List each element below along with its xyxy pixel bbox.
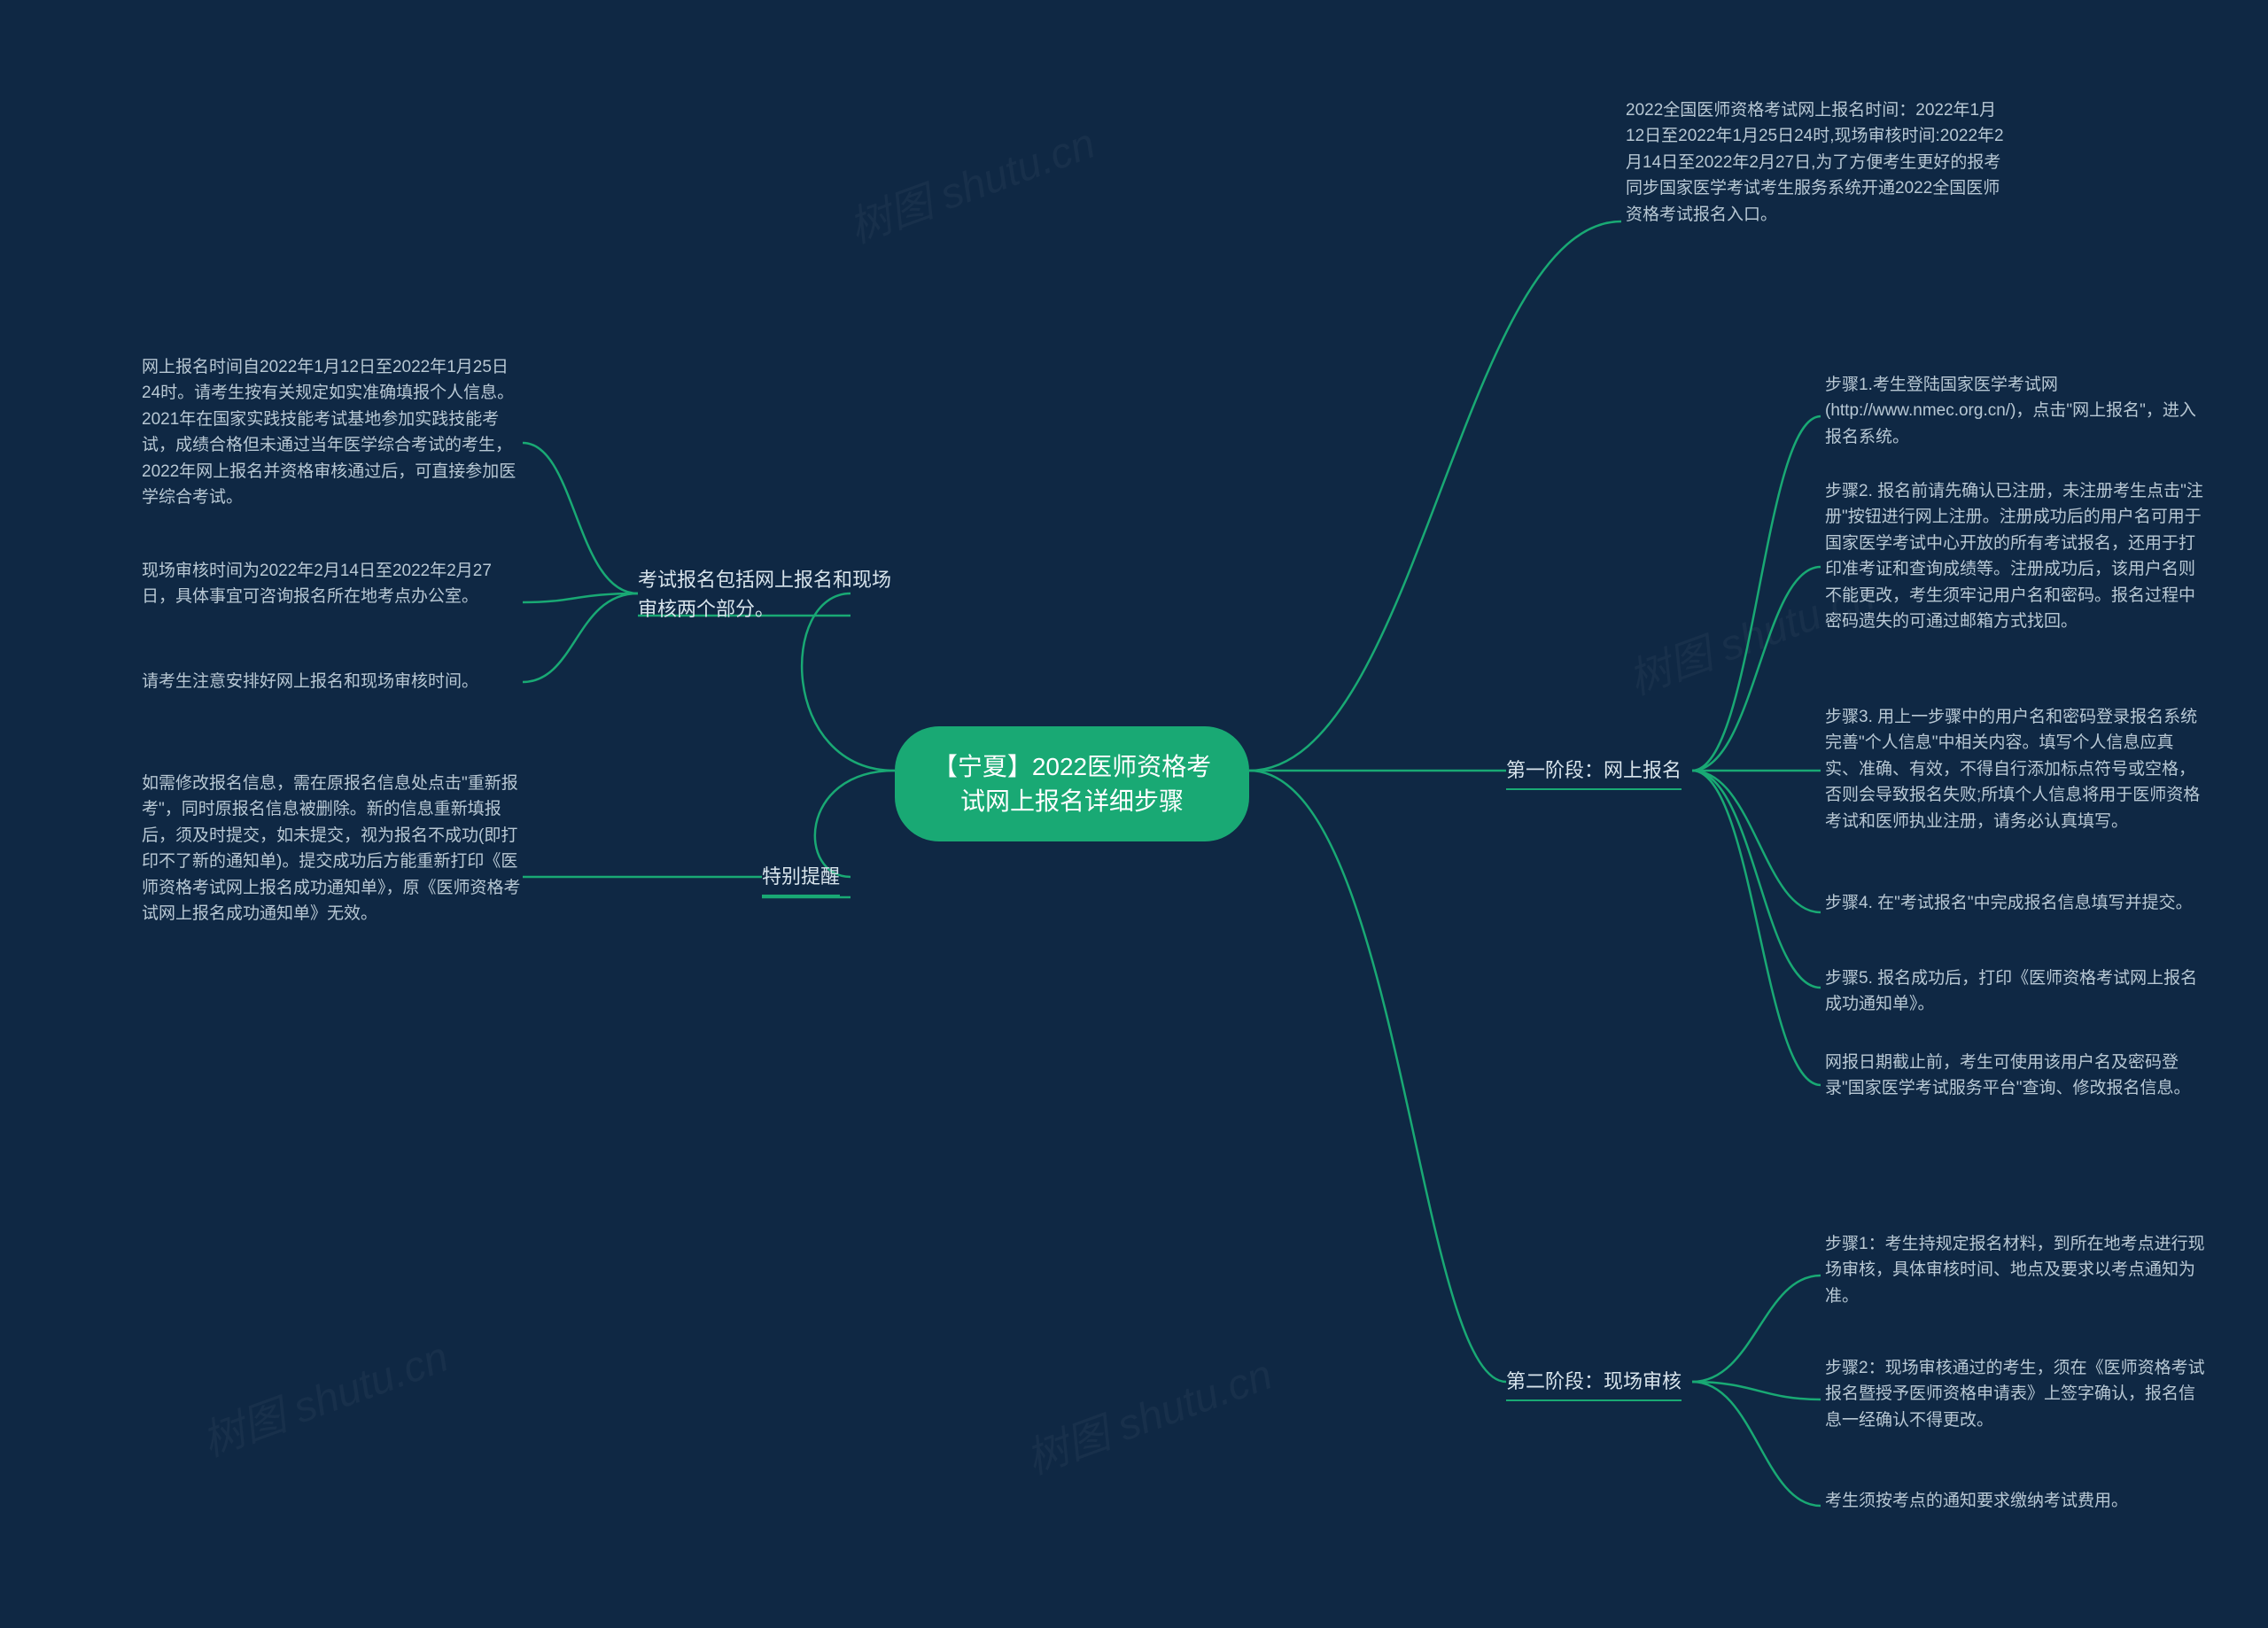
branch-phase2-label: 第二阶段：现场审核 xyxy=(1506,1367,1682,1401)
watermark: 树图 shutu.cn xyxy=(839,108,1102,254)
reminder-leaf: 如需修改报名信息，需在原报名信息处点击"重新报考"，同时原报名信息被删除。新的信… xyxy=(142,771,523,927)
phase1-step5: 步骤5. 报名成功后，打印《医师资格考试网上报名成功通知单》。 xyxy=(1825,965,2206,1018)
left0-leaf1: 现场审核时间为2022年2月14日至2022年2月27日，具体事宜可咨询报名所在… xyxy=(142,558,523,610)
center-title: 【宁夏】2022医师资格考试网上报名详细步骤 xyxy=(933,753,1211,815)
phase1-step4: 步骤4. 在"考试报名"中完成报名信息填写并提交。 xyxy=(1825,890,2206,916)
watermark: 树图 shutu.cn xyxy=(192,1322,455,1468)
phase1-step1: 步骤1.考生登陆国家医学考试网(http://www.nmec.org.cn/)… xyxy=(1825,372,2206,450)
branch-intro: 2022全国医师资格考试网上报名时间：2022年1月12日至2022年1月25日… xyxy=(1626,97,2007,228)
phase1-step3: 步骤3. 用上一步骤中的用户名和密码登录报名系统完善"个人信息"中相关内容。填写… xyxy=(1825,704,2206,834)
left0-leaf2: 请考生注意安排好网上报名和现场审核时间。 xyxy=(142,669,523,694)
branch-phase2: 第二阶段：现场审核 xyxy=(1506,1367,1682,1401)
phase1-step2: 步骤2. 报名前请先确认已注册，未注册考生点击"注册"按钮进行网上注册。注册成功… xyxy=(1825,478,2206,635)
branch-phase1: 第一阶段：网上报名 xyxy=(1506,756,1682,790)
phase2-step2: 步骤2：现场审核通过的考生，须在《医师资格考试报名暨授予医师资格申请表》上签字确… xyxy=(1825,1355,2206,1433)
phase1-note: 网报日期截止前，考生可使用该用户名及密码登录"国家医学考试服务平台"查询、修改报… xyxy=(1825,1050,2206,1102)
branch-phase1-label: 第一阶段：网上报名 xyxy=(1506,756,1682,790)
left0-leaf0: 网上报名时间自2022年1月12日至2022年1月25日24时。请考生按有关规定… xyxy=(142,354,523,511)
branch-reminder-label: 特别提醒 xyxy=(762,862,840,896)
branch-two-parts: 考试报名包括网上报名和现场审核两个部分。 xyxy=(638,565,904,624)
branch-reminder: 特别提醒 xyxy=(762,862,840,896)
mindmap-center: 【宁夏】2022医师资格考试网上报名详细步骤 xyxy=(895,726,1249,841)
phase2-step1: 步骤1：考生持规定报名材料，到所在地考点进行现场审核，具体审核时间、地点及要求以… xyxy=(1825,1231,2206,1309)
watermark: 树图 shutu.cn xyxy=(1016,1339,1279,1485)
phase2-fee: 考生须按考点的通知要求缴纳考试费用。 xyxy=(1825,1488,2206,1514)
